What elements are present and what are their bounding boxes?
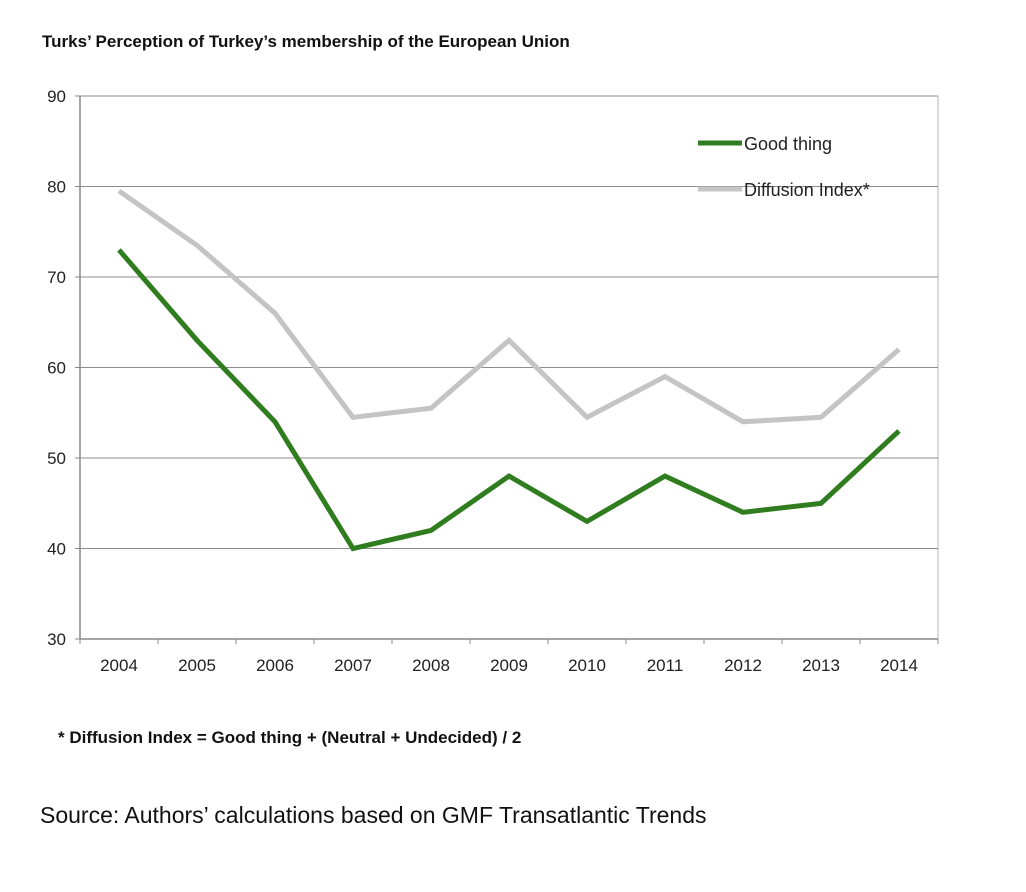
legend-label-diffusion-index: Diffusion Index* — [744, 180, 870, 200]
y-tick-label: 40 — [47, 540, 66, 559]
legend-label-good-thing: Good thing — [744, 134, 832, 154]
series-lines — [117, 188, 901, 552]
y-tick-label: 30 — [47, 630, 66, 649]
axes: 30 40 50 60 70 80 90 2004 2005 2006 2007 2008 2009 20… — [47, 87, 939, 675]
x-tick-label: 2007 — [334, 656, 372, 675]
chart-title: Turks’ Perception of Turkey’s membership… — [42, 32, 570, 51]
y-tick-label: 50 — [47, 449, 66, 468]
gridlines — [80, 95, 939, 639]
y-tick-label: 70 — [47, 268, 66, 287]
x-tick-label: 2012 — [724, 656, 762, 675]
x-tick-label: 2008 — [412, 656, 450, 675]
x-tick-label: 2013 — [802, 656, 840, 675]
x-tick-label: 2009 — [490, 656, 528, 675]
series-line-diffusion-index — [117, 188, 901, 425]
y-tick-label: 60 — [47, 359, 66, 378]
x-tick-label: 2011 — [647, 656, 684, 675]
x-tick-label: 2014 — [880, 656, 918, 675]
series-line-good-thing — [117, 248, 901, 552]
legend: Good thing Diffusion Index* — [698, 134, 870, 200]
x-tick-label: 2005 — [178, 656, 216, 675]
chart-footnote: * Diffusion Index = Good thing + (Neutra… — [58, 728, 522, 747]
source-note: Source: Authors’ calculations based on G… — [40, 802, 707, 828]
y-tick-label: 80 — [47, 178, 66, 197]
line-chart: 30 40 50 60 70 80 90 2004 2005 2006 2007 2008 2009 20… — [47, 87, 939, 675]
x-tick-label: 2006 — [256, 656, 294, 675]
y-tick-label: 90 — [47, 87, 66, 106]
x-tick-label: 2004 — [100, 656, 138, 675]
x-tick-label: 2010 — [568, 656, 606, 675]
